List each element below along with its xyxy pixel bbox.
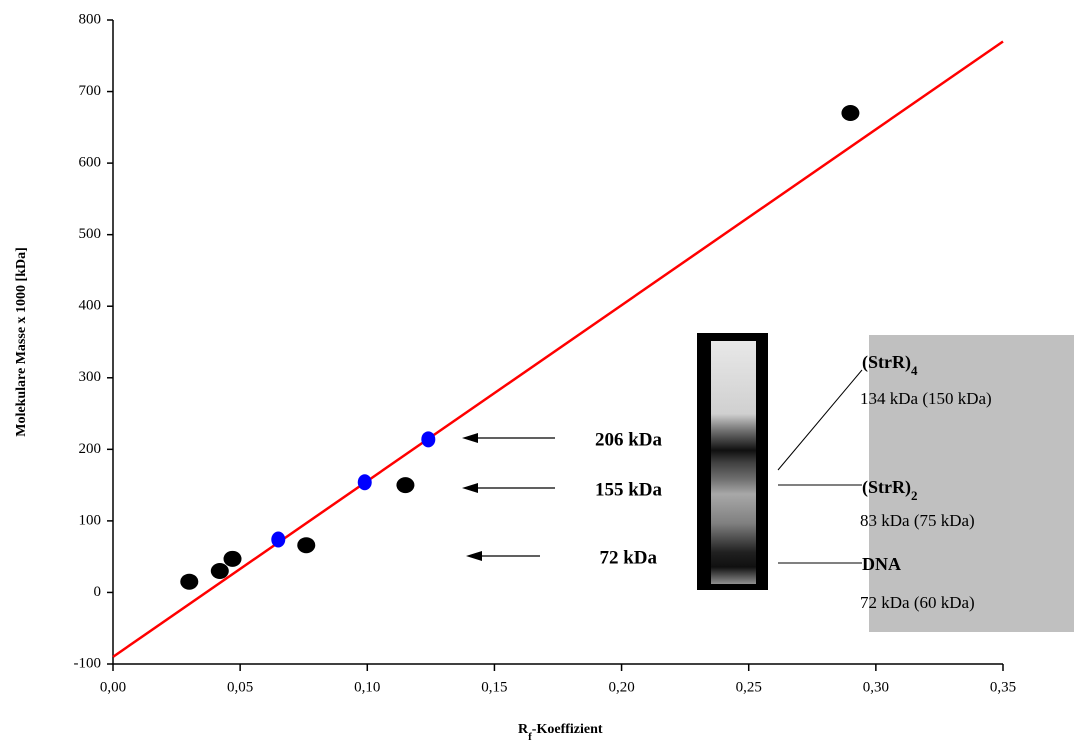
y-tick-label: 300 — [79, 369, 102, 385]
gel-connector — [777, 369, 863, 471]
point — [210, 562, 229, 579]
y-tick-label: 100 — [79, 512, 102, 528]
y-tick-label: 200 — [79, 441, 102, 457]
fit-line — [112, 40, 1004, 658]
gel-label-name: (StrR)4 — [862, 352, 918, 378]
y-tick-label: 600 — [79, 155, 102, 171]
arrow-head — [462, 483, 478, 493]
x-tick-label: 0,15 — [481, 679, 507, 695]
x-tick-label: 0,35 — [990, 679, 1016, 695]
gel-label-name: DNA — [862, 554, 901, 574]
point — [180, 573, 199, 590]
y-tick-label: 500 — [79, 226, 102, 242]
gel-label-sub: 2 — [911, 488, 918, 503]
point — [297, 537, 316, 554]
point — [223, 550, 242, 567]
x-tick-label: 0,30 — [863, 679, 889, 695]
gel-label-name-part: DNA — [862, 554, 901, 574]
arrow-head — [466, 551, 482, 561]
y-tick-label: 0 — [94, 584, 102, 600]
point — [841, 105, 860, 122]
gel-lane — [711, 341, 756, 584]
gel-label-size: 83 kDa (75 kDa) — [860, 511, 975, 530]
x-axis-title-part: -Koeffizient — [532, 722, 603, 737]
x-tick-label: 0,25 — [736, 679, 762, 695]
gel-label-name: (StrR)2 — [862, 477, 917, 503]
gel-label-size: 72 kDa (60 kDa) — [860, 593, 975, 612]
y-tick-label: 400 — [79, 298, 102, 314]
gel-label-name-part: (StrR) — [862, 477, 911, 498]
y-tick-label: 800 — [79, 11, 102, 27]
x-tick-label: 0,10 — [354, 679, 380, 695]
gel-label-size: 134 kDa (150 kDa) — [860, 389, 992, 408]
gel-label-name-part: (StrR) — [862, 352, 911, 373]
point — [357, 474, 372, 491]
y-axis-title: Molekulare Masse x 1000 [kDa] — [14, 247, 29, 437]
annotation: 206 kDa — [595, 429, 663, 450]
annotation: 72 kDa — [599, 547, 657, 568]
arrow-head — [462, 433, 478, 443]
x-tick-label: 0,20 — [608, 679, 634, 695]
point — [396, 477, 415, 494]
gel-label-sub: 4 — [911, 363, 918, 378]
point — [271, 531, 286, 548]
label-box — [869, 335, 1074, 632]
y-tick-label: -100 — [74, 655, 102, 671]
x-axis-title-part: f — [528, 731, 532, 743]
x-tick-label: 0,00 — [100, 679, 126, 695]
point — [421, 431, 436, 448]
y-tick-label: 700 — [79, 83, 102, 99]
x-tick-label: 0,05 — [227, 679, 253, 695]
x-axis-title-part: R — [518, 722, 529, 737]
x-axis-title: Rf-Koeffizient — [518, 722, 603, 742]
annotation: 155 kDa — [595, 479, 663, 500]
